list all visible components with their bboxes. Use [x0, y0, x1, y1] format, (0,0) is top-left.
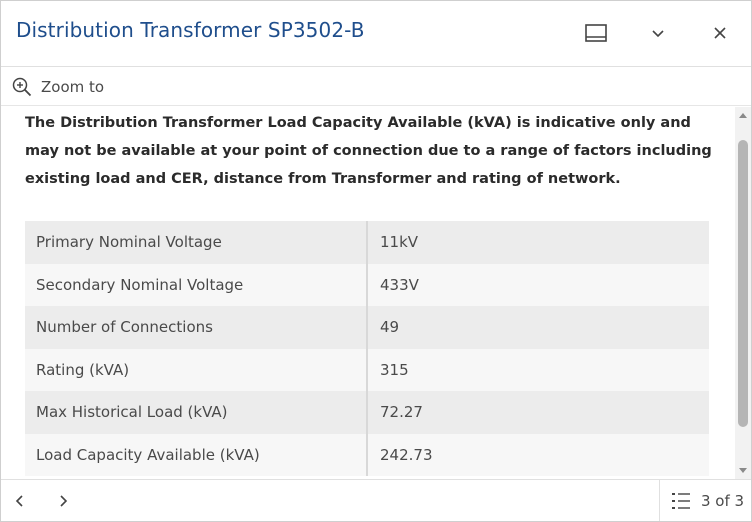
attribute-value: 315 — [367, 348, 709, 391]
attribute-value: 72.27 — [367, 391, 709, 434]
zoom-in-icon — [12, 77, 32, 97]
chevron-right-icon — [60, 495, 68, 507]
table-row: Primary Nominal Voltage 11kV — [25, 221, 709, 264]
scroll-down-icon[interactable] — [738, 465, 748, 475]
feature-list-button[interactable]: 3 of 3 — [659, 480, 751, 521]
scroll-up-icon[interactable] — [738, 111, 748, 121]
close-icon — [714, 27, 726, 39]
attribute-label: Primary Nominal Voltage — [25, 221, 368, 264]
chevron-down-icon — [652, 30, 664, 38]
collapse-button[interactable] — [644, 19, 672, 47]
feature-list-icon — [672, 492, 690, 509]
table-row: Number of Connections 49 — [25, 306, 709, 349]
dock-icon — [585, 24, 607, 42]
zoom-to-label: Zoom to — [41, 78, 105, 96]
table-row: Secondary Nominal Voltage 433V — [25, 263, 709, 306]
table-row: Load Capacity Available (kVA) 242.73 — [25, 433, 709, 476]
attribute-value: 433V — [367, 263, 709, 306]
attribute-label: Max Historical Load (kVA) — [25, 391, 368, 434]
attribute-label: Number of Connections — [25, 306, 368, 349]
attribute-value: 11kV — [367, 221, 709, 264]
table-row: Rating (kVA) 315 — [25, 348, 709, 391]
scroll-thumb[interactable] — [738, 140, 748, 427]
zoom-to-button[interactable]: Zoom to — [11, 76, 104, 98]
attribute-value: 49 — [367, 306, 709, 349]
attribute-table: Primary Nominal Voltage 11kV Secondary N… — [25, 221, 709, 476]
popup-footer: 3 of 3 — [1, 479, 751, 521]
table-row: Max Historical Load (kVA) 72.27 — [25, 391, 709, 434]
close-button[interactable] — [706, 19, 734, 47]
next-feature-button[interactable] — [52, 490, 74, 512]
attribute-value: 242.73 — [367, 433, 709, 476]
capacity-notice: The Distribution Transformer Load Capaci… — [25, 115, 712, 187]
chevron-left-icon — [15, 495, 23, 507]
feature-count: 3 of 3 — [701, 491, 745, 510]
attribute-label: Secondary Nominal Voltage — [25, 263, 368, 306]
previous-feature-button[interactable] — [9, 490, 31, 512]
attribute-label: Load Capacity Available (kVA) — [25, 433, 368, 476]
popup-actions: Zoom to — [1, 68, 751, 106]
content-scrollbar[interactable] — [735, 107, 751, 479]
attribute-label: Rating (kVA) — [25, 348, 368, 391]
popup-title: Distribution Transformer SP3502-B — [16, 18, 365, 42]
popup-content: The Distribution Transformer Load Capaci… — [1, 107, 735, 479]
dock-button[interactable] — [582, 19, 610, 47]
popup-header: Distribution Transformer SP3502-B — [1, 1, 751, 67]
